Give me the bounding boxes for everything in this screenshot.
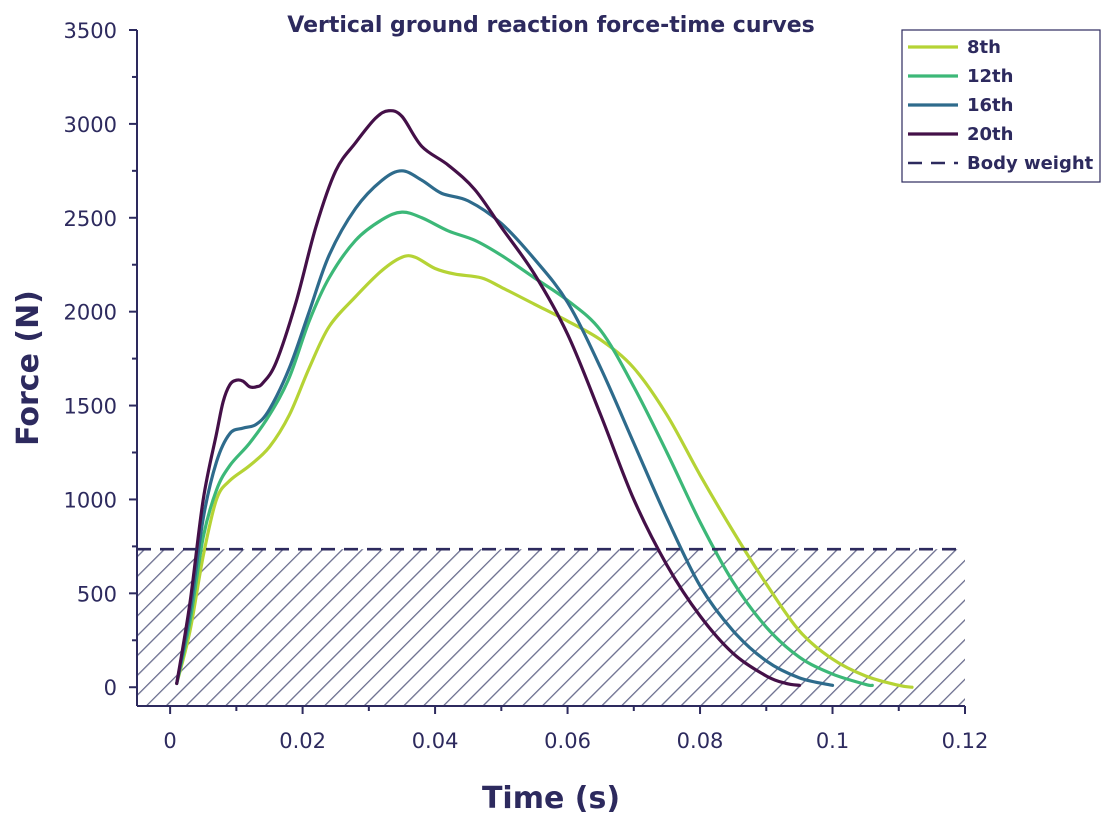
x-tick-label: 0.04 [412, 729, 459, 753]
legend-label-Body weight: Body weight [967, 153, 1094, 174]
body-weight-hatch-fill [137, 549, 965, 706]
legend: 8th 12th 16th 20th Body weight [901, 29, 1101, 183]
y-axis-title: Force (N) [11, 290, 46, 446]
x-tick-label: 0.12 [942, 729, 989, 753]
x-ticks: 0 0.02 0.04 0.06 0.08 0.1 0.12 [163, 706, 988, 753]
series-line-16th [175, 169, 835, 687]
y-tick-label: 2500 [64, 207, 117, 231]
series-lines [175, 109, 914, 689]
y-tick-label: 1500 [64, 395, 117, 419]
y-tick-label: 3000 [64, 113, 117, 137]
x-axis-title: Time (s) [482, 781, 620, 814]
x-tick-label: 0.08 [677, 729, 724, 753]
body-weight-hatched-area [137, 549, 965, 706]
y-tick-label: 3500 [64, 19, 117, 43]
y-tick-label: 0 [104, 676, 117, 700]
legend-label-12th: 12th [967, 66, 1013, 87]
x-tick-label: 0 [163, 729, 176, 753]
legend-label-20th: 20th [967, 124, 1013, 145]
series-line-20th [175, 109, 801, 687]
x-tick-label: 0.1 [816, 729, 849, 753]
series-line-12th [175, 210, 874, 688]
y-tick-label: 1000 [64, 488, 117, 512]
y-ticks: 0 500 1000 1500 2000 2500 3000 3500 [64, 19, 137, 700]
x-tick-label: 0.02 [279, 729, 326, 753]
series-line-8th [175, 254, 914, 689]
x-tick-label: 0.06 [544, 729, 591, 753]
chart-title: Vertical ground reaction force-time curv… [287, 13, 814, 38]
legend-label-16th: 16th [967, 95, 1013, 116]
y-tick-label: 500 [77, 582, 117, 606]
y-tick-label: 2000 [64, 301, 117, 325]
legend-label-8th: 8th [967, 37, 1001, 58]
